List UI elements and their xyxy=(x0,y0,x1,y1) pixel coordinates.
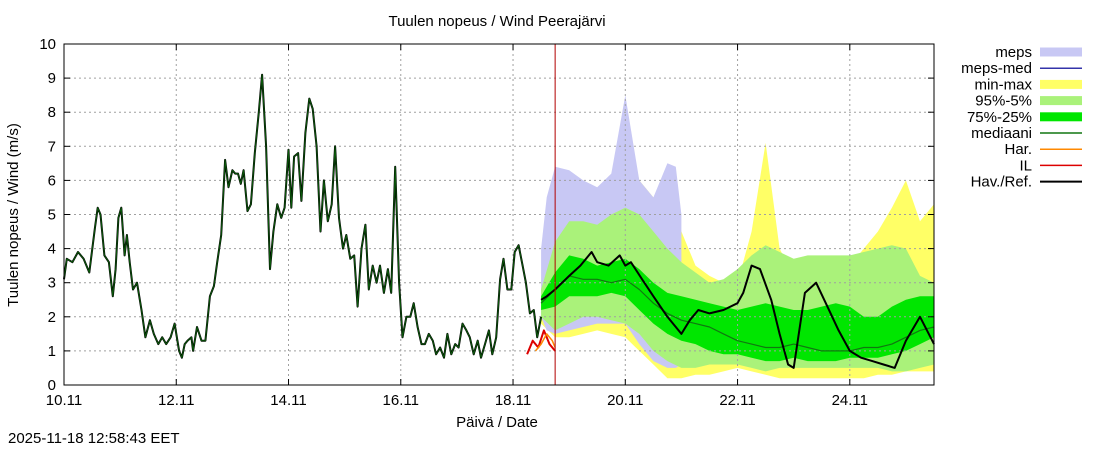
y-tick-label: 5 xyxy=(48,207,56,224)
y-tick-label: 2 xyxy=(48,309,56,326)
y-tick-label: 10 xyxy=(39,36,56,53)
legend-label-minmax: min-max xyxy=(974,76,1032,93)
y-tick-label: 1 xyxy=(48,343,56,360)
y-tick-label: 6 xyxy=(48,172,56,189)
legend-label-p75_25: 75%-25% xyxy=(967,109,1032,126)
median-line xyxy=(540,275,935,352)
y-tick-label: 3 xyxy=(48,275,56,292)
y-tick-label: 9 xyxy=(48,70,56,87)
y-tick-label: 7 xyxy=(48,138,56,155)
x-tick-label: 16.11 xyxy=(383,392,419,409)
x-tick-label: 18.11 xyxy=(495,392,531,409)
p75-25-band xyxy=(541,255,934,362)
y-tick-label: 8 xyxy=(48,104,56,121)
observed-model-line xyxy=(63,74,542,359)
plot-area: 0 1 2 3 4 5 6 7 8 9 10 10.11 12.11 14.11 16.11 18.11 20.… xyxy=(39,36,935,409)
legend-swatch-minmax xyxy=(1040,79,1082,89)
har-line xyxy=(534,333,556,352)
x-tick-label: 22.11 xyxy=(719,392,755,409)
legend-label-p95_5: 95%-5% xyxy=(975,93,1032,110)
x-tick-label: 10.11 xyxy=(46,392,82,409)
il-line xyxy=(526,329,556,355)
chart-title: Tuulen nopeus / Wind Peerajärvi xyxy=(388,13,605,30)
legend-label-il: IL xyxy=(1019,157,1032,174)
legend: mepsmeps-medmin-max95%-5%75%-25%mediaani… xyxy=(961,44,1082,191)
legend-label-median: mediaani xyxy=(971,125,1032,142)
x-axis-label: Päivä / Date xyxy=(456,414,538,431)
legend-label-obs: Hav./Ref. xyxy=(971,174,1032,191)
y-tick-label: 4 xyxy=(48,241,56,258)
y-axis-label: Tuulen nopeus / Wind (m/s) xyxy=(5,123,22,307)
legend-label-har: Har. xyxy=(1004,141,1032,158)
y-tick-label: 0 xyxy=(48,377,56,394)
x-tick-label: 24.11 xyxy=(832,392,868,409)
legend-swatch-meps xyxy=(1040,47,1082,57)
legend-label-meps_med: meps-med xyxy=(961,60,1032,77)
forecast-line xyxy=(540,251,935,369)
legend-swatch-p95_5 xyxy=(1040,96,1082,106)
timestamp: 2025-11-18 12:58:43 EET xyxy=(8,430,180,447)
x-tick-label: 12.11 xyxy=(158,392,194,409)
legend-swatch-p75_25 xyxy=(1040,112,1082,122)
x-tick-label: 14.11 xyxy=(270,392,306,409)
x-tick-label: 20.11 xyxy=(607,392,643,409)
legend-label-meps: meps xyxy=(995,44,1032,61)
